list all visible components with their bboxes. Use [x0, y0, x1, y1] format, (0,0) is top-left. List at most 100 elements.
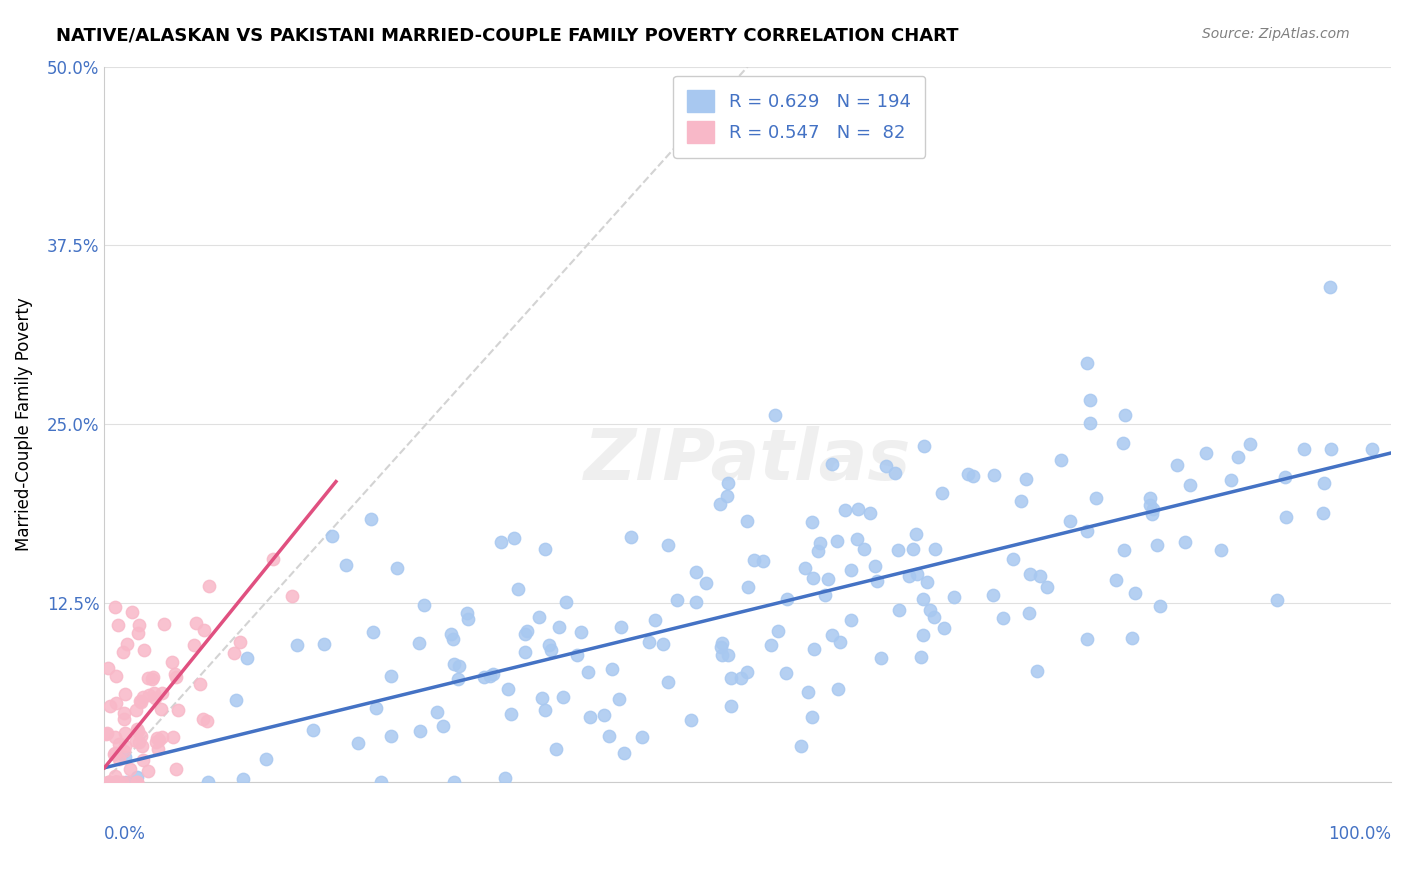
- Point: [121, 605, 143, 619]
- Point: [186, 615, 208, 630]
- Point: [1076, 356, 1098, 370]
- Point: [162, 730, 184, 744]
- Point: [546, 741, 568, 756]
- Point: [911, 592, 934, 607]
- Point: [752, 554, 775, 568]
- Point: [412, 598, 434, 612]
- Point: [112, 712, 135, 726]
- Point: [657, 538, 679, 552]
- Point: [107, 618, 129, 632]
- Point: [775, 665, 797, 680]
- Point: [709, 497, 731, 511]
- Point: [197, 775, 219, 789]
- Point: [1036, 581, 1059, 595]
- Point: [105, 775, 128, 789]
- Point: [620, 530, 643, 544]
- Point: [720, 672, 742, 686]
- Point: [160, 655, 183, 669]
- Point: [911, 627, 934, 641]
- Point: [360, 512, 382, 526]
- Point: [363, 625, 385, 640]
- Point: [146, 741, 169, 756]
- Point: [814, 588, 837, 602]
- Point: [912, 439, 935, 453]
- Point: [262, 552, 284, 566]
- Point: [104, 730, 127, 744]
- Point: [502, 531, 524, 545]
- Point: [1018, 607, 1040, 621]
- Point: [1015, 472, 1038, 486]
- Point: [347, 736, 370, 750]
- Point: [104, 769, 127, 783]
- Point: [1209, 543, 1232, 558]
- Point: [846, 532, 869, 546]
- Point: [759, 638, 782, 652]
- Point: [314, 636, 336, 650]
- Point: [579, 710, 602, 724]
- Point: [136, 671, 159, 685]
- Point: [884, 467, 907, 481]
- Point: [114, 775, 136, 789]
- Point: [644, 614, 666, 628]
- Point: [1112, 436, 1135, 450]
- Point: [652, 637, 675, 651]
- Point: [143, 691, 166, 706]
- Point: [730, 671, 752, 685]
- Point: [479, 669, 502, 683]
- Point: [163, 667, 186, 681]
- Point: [554, 595, 576, 609]
- Point: [1114, 408, 1136, 422]
- Point: [127, 722, 149, 736]
- Point: [820, 628, 842, 642]
- Point: [932, 621, 955, 635]
- Point: [112, 706, 135, 720]
- Point: [118, 762, 141, 776]
- Point: [1312, 507, 1334, 521]
- Point: [1239, 437, 1261, 451]
- Point: [848, 502, 870, 516]
- Point: [224, 646, 246, 660]
- Point: [1265, 592, 1288, 607]
- Point: [1076, 524, 1098, 539]
- Text: NATIVE/ALASKAN VS PAKISTANI MARRIED-COUPLE FAMILY POVERTY CORRELATION CHART: NATIVE/ALASKAN VS PAKISTANI MARRIED-COUP…: [56, 27, 959, 45]
- Point: [1105, 573, 1128, 587]
- Point: [904, 527, 927, 541]
- Point: [1292, 442, 1315, 457]
- Point: [1029, 569, 1052, 583]
- Point: [112, 744, 135, 758]
- Point: [1123, 586, 1146, 600]
- Point: [198, 579, 221, 593]
- Point: [717, 476, 740, 491]
- Point: [104, 599, 127, 614]
- Point: [1142, 502, 1164, 516]
- Point: [776, 592, 799, 607]
- Point: [150, 702, 173, 716]
- Point: [108, 751, 131, 765]
- Point: [138, 688, 160, 702]
- Point: [1220, 473, 1243, 487]
- Point: [97, 775, 120, 789]
- Point: [114, 687, 136, 701]
- Point: [598, 729, 620, 743]
- Point: [94, 727, 117, 741]
- Point: [104, 668, 127, 682]
- Point: [657, 675, 679, 690]
- Point: [859, 506, 882, 520]
- Point: [853, 541, 876, 556]
- Point: [800, 515, 823, 529]
- Point: [229, 635, 252, 649]
- Point: [870, 651, 893, 665]
- Point: [801, 710, 824, 724]
- Point: [1149, 599, 1171, 613]
- Point: [152, 616, 174, 631]
- Point: [710, 640, 733, 654]
- Point: [380, 669, 402, 683]
- Point: [370, 775, 392, 789]
- Point: [364, 701, 387, 715]
- Point: [232, 772, 254, 786]
- Point: [1121, 631, 1143, 645]
- Point: [790, 739, 813, 754]
- Point: [127, 724, 149, 739]
- Point: [111, 775, 134, 789]
- Point: [142, 670, 165, 684]
